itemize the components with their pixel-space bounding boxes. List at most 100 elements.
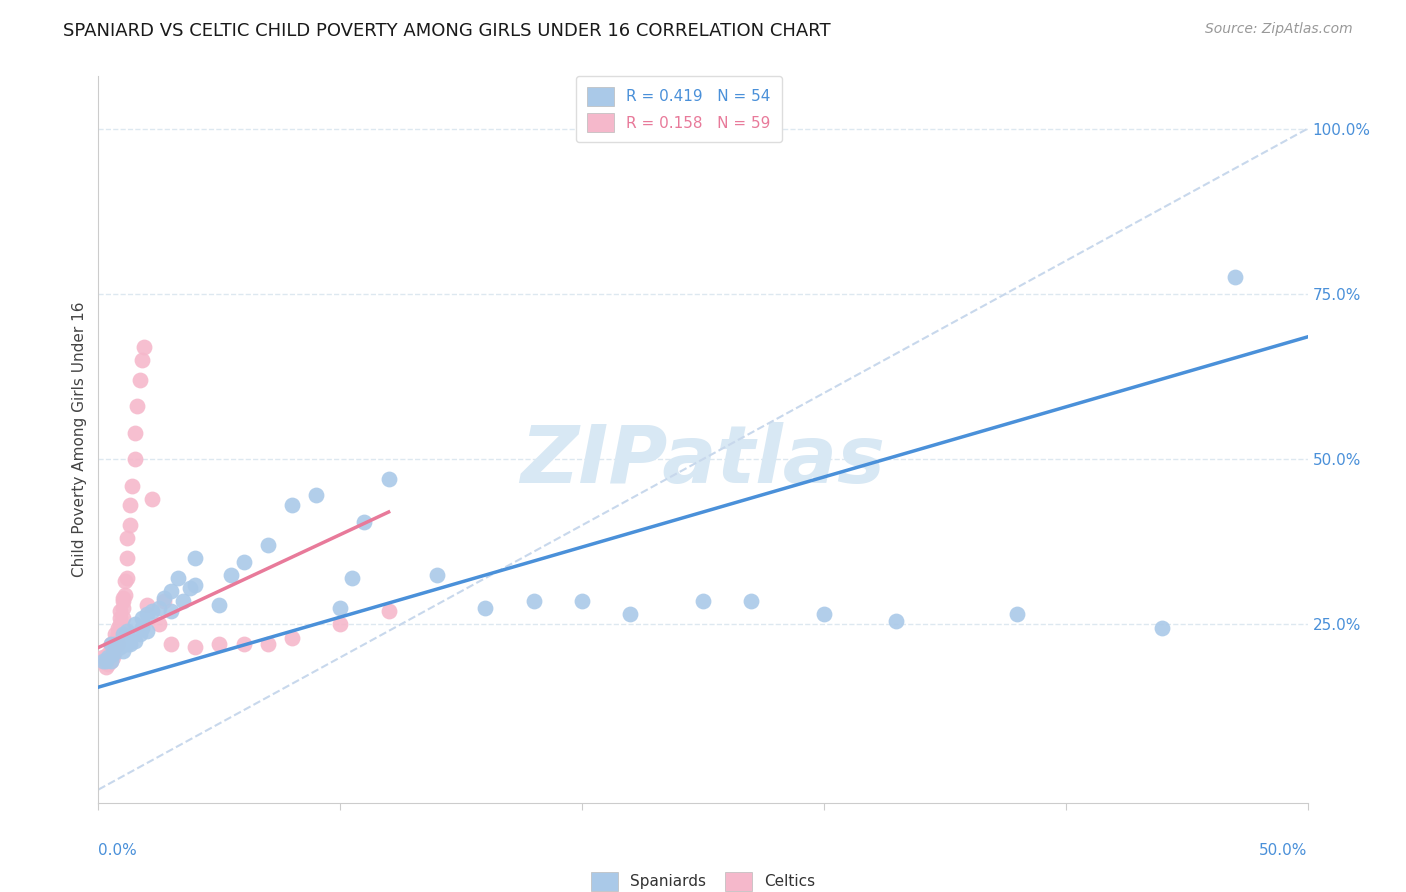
Point xyxy=(184,551,207,566)
Point xyxy=(117,571,139,585)
Point xyxy=(305,488,328,502)
Point xyxy=(104,637,127,651)
Point xyxy=(97,657,120,671)
Point xyxy=(184,578,207,592)
Point xyxy=(179,581,201,595)
Point xyxy=(160,604,183,618)
Point xyxy=(107,637,129,651)
Point xyxy=(281,499,304,513)
Point xyxy=(377,604,399,618)
Point xyxy=(117,551,139,566)
Point xyxy=(111,611,134,625)
Point xyxy=(108,611,131,625)
Point xyxy=(111,621,134,635)
Point xyxy=(127,399,149,413)
Point xyxy=(111,644,134,658)
Point xyxy=(167,571,190,585)
Point xyxy=(100,644,122,658)
Point xyxy=(94,654,117,668)
Point xyxy=(101,647,124,661)
Point xyxy=(342,571,364,585)
Point xyxy=(97,647,120,661)
Point xyxy=(100,650,122,665)
Point xyxy=(813,607,835,622)
Point xyxy=(128,627,150,641)
Point xyxy=(117,532,139,546)
Point xyxy=(232,637,254,651)
Point xyxy=(160,584,183,599)
Point xyxy=(100,647,122,661)
Point xyxy=(256,538,278,552)
Point xyxy=(148,600,170,615)
Point xyxy=(107,627,129,641)
Point xyxy=(91,654,114,668)
Point xyxy=(97,650,120,665)
Point xyxy=(117,637,139,651)
Point xyxy=(124,633,146,648)
Point xyxy=(172,594,194,608)
Point xyxy=(232,555,254,569)
Point xyxy=(100,640,122,655)
Point xyxy=(329,617,352,632)
Point xyxy=(152,591,174,605)
Point xyxy=(104,640,127,655)
Point xyxy=(131,353,153,368)
Point xyxy=(619,607,641,622)
Point xyxy=(111,627,134,641)
Point xyxy=(100,654,122,668)
Point xyxy=(94,650,117,665)
Point xyxy=(108,604,131,618)
Point xyxy=(141,604,163,618)
Point xyxy=(104,627,127,641)
Point xyxy=(108,640,131,655)
Point xyxy=(135,624,157,638)
Point xyxy=(152,594,174,608)
Legend: Spaniards, Celtics: Spaniards, Celtics xyxy=(579,862,827,892)
Point xyxy=(100,654,122,668)
Point xyxy=(135,598,157,612)
Point xyxy=(94,660,117,674)
Point xyxy=(353,515,375,529)
Point xyxy=(97,654,120,668)
Point xyxy=(91,654,114,668)
Point xyxy=(692,594,714,608)
Point xyxy=(131,611,153,625)
Point xyxy=(100,637,122,651)
Point xyxy=(131,621,153,635)
Point xyxy=(128,373,150,387)
Point xyxy=(124,617,146,632)
Point xyxy=(1007,607,1029,622)
Point xyxy=(108,617,131,632)
Point xyxy=(1152,621,1174,635)
Point xyxy=(104,633,127,648)
Point xyxy=(117,624,139,638)
Point xyxy=(160,637,183,651)
Point xyxy=(91,650,114,665)
Point xyxy=(114,588,136,602)
Text: 50.0%: 50.0% xyxy=(1260,843,1308,858)
Point xyxy=(101,647,124,661)
Point xyxy=(100,637,122,651)
Point xyxy=(523,594,546,608)
Point xyxy=(114,574,136,589)
Point xyxy=(104,644,127,658)
Point xyxy=(107,640,129,655)
Text: Source: ZipAtlas.com: Source: ZipAtlas.com xyxy=(1205,22,1353,37)
Point xyxy=(141,491,163,506)
Point xyxy=(184,640,207,655)
Point xyxy=(118,518,141,533)
Point xyxy=(886,614,908,628)
Text: ZIPatlas: ZIPatlas xyxy=(520,422,886,500)
Point xyxy=(104,637,127,651)
Point xyxy=(124,425,146,440)
Point xyxy=(94,654,117,668)
Point xyxy=(134,340,156,354)
Y-axis label: Child Poverty Among Girls Under 16: Child Poverty Among Girls Under 16 xyxy=(72,301,87,577)
Point xyxy=(107,621,129,635)
Point xyxy=(135,607,157,622)
Text: SPANIARD VS CELTIC CHILD POVERTY AMONG GIRLS UNDER 16 CORRELATION CHART: SPANIARD VS CELTIC CHILD POVERTY AMONG G… xyxy=(63,22,831,40)
Point xyxy=(1223,270,1246,285)
Point xyxy=(208,598,231,612)
Point xyxy=(111,594,134,608)
Point xyxy=(571,594,593,608)
